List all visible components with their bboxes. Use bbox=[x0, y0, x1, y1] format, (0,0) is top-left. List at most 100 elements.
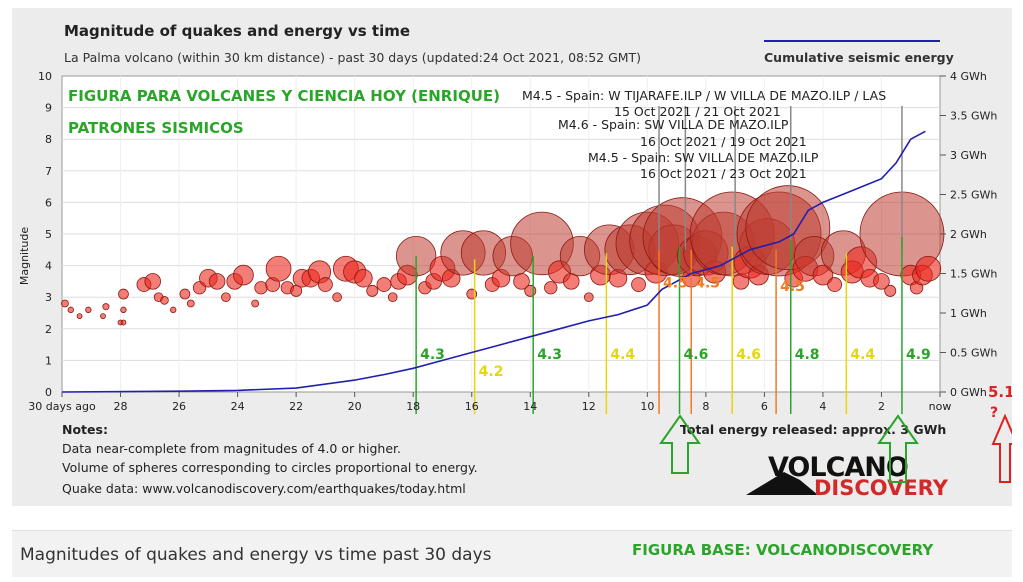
pattern-label: 4.2 bbox=[479, 364, 504, 380]
y2-tick-label: 3 GWh bbox=[950, 149, 987, 162]
volcano-logo-icon bbox=[746, 472, 818, 495]
quake-bubble bbox=[513, 273, 530, 290]
pattern-label: 4.6 bbox=[736, 347, 761, 363]
y-axis-ticks: 0 1 2 3 4 5 6 7 8 9 10 bbox=[38, 70, 52, 399]
y-tick-label: 7 bbox=[45, 165, 52, 178]
quake-bubble bbox=[61, 299, 69, 308]
note-line-1: Data near-complete from magnitudes of 4.… bbox=[62, 441, 401, 456]
pattern-label: 4.8 bbox=[795, 347, 820, 363]
quake-bubble bbox=[67, 306, 74, 314]
pattern-label: 4.3 bbox=[537, 347, 562, 363]
pattern-label: 4.5 bbox=[695, 276, 720, 292]
x-tick-label: 24 bbox=[231, 400, 245, 413]
quake-bubble bbox=[208, 273, 226, 290]
legend-label: Cumulative seismic energy bbox=[764, 50, 954, 65]
quake-bubble bbox=[873, 273, 890, 290]
y2-tick-label: 2.5 GWh bbox=[950, 189, 997, 202]
green-arrow-2 bbox=[877, 414, 919, 483]
pattern-label: 4.4 bbox=[610, 347, 635, 363]
y-axis-label: Magnitude bbox=[18, 227, 31, 286]
pattern-lines bbox=[415, 237, 903, 414]
y-tick-label: 9 bbox=[45, 102, 52, 115]
y-tick-label: 0 bbox=[45, 386, 52, 399]
quake-bubble bbox=[118, 288, 129, 300]
x-tick-label: 22 bbox=[289, 400, 303, 413]
total-energy-label: Total energy released: approx. 3 GWh bbox=[680, 422, 946, 437]
y2-tick-label: 1 GWh bbox=[950, 307, 987, 320]
pattern-label: 4.5 bbox=[663, 276, 688, 292]
y-tick-label: 2 bbox=[45, 323, 52, 336]
quake-bubble bbox=[186, 299, 195, 308]
note-line-3: Quake data: www.volcanodiscovery.com/ear… bbox=[62, 481, 466, 496]
x-tick-label: 16 bbox=[465, 400, 479, 413]
overlay-title: FIGURA PARA VOLCANES Y CIENCIA HOY (ENRI… bbox=[68, 87, 500, 105]
x-tick-label: 18 bbox=[406, 400, 420, 413]
x-tick-label: 4 bbox=[819, 400, 826, 413]
volcanodiscovery-logo: VOLCANO DISCOVERY bbox=[746, 452, 949, 500]
chart-subtitle: La Palma volcano (within 30 km distance)… bbox=[64, 50, 641, 65]
annotation-2-text: M4.6 - Spain: SW VILLA DE MAZO.ILP bbox=[558, 117, 789, 132]
quake-bubble bbox=[170, 306, 177, 314]
x-tick-label: 28 bbox=[114, 400, 128, 413]
overlay-subtitle: PATRONES SISMICOS bbox=[68, 119, 244, 137]
forecast-arrow: 5.1 ? bbox=[988, 383, 1012, 483]
note-line-2: Volume of spheres corresponding to circl… bbox=[62, 460, 478, 475]
y2-axis-ticks: 0 GWh 0.5 GWh 1 GWh 1.5 GWh 2 GWh 2.5 GWh 3 GW… bbox=[940, 70, 997, 399]
quake-bubble bbox=[76, 313, 83, 320]
y2-tick-label: 0.5 GWh bbox=[950, 347, 997, 360]
quake-bubble bbox=[827, 277, 843, 292]
forecast-label: 5.1 bbox=[988, 383, 1012, 401]
quake-bubble bbox=[583, 292, 594, 303]
caption-credit: FIGURA BASE: VOLCANODISCOVERY bbox=[632, 541, 934, 559]
quake-bubble bbox=[100, 313, 106, 320]
quake-bubble bbox=[102, 303, 110, 311]
y-tick-label: 4 bbox=[45, 260, 52, 273]
energy-series-line bbox=[61, 130, 926, 393]
x-tick-label: 26 bbox=[172, 400, 186, 413]
quake-bubble bbox=[144, 273, 161, 290]
caption-text: Magnitudes of quakes and energy vs time … bbox=[20, 545, 492, 565]
y-tick-label: 10 bbox=[38, 70, 52, 83]
quake-bubble bbox=[120, 306, 127, 314]
y-tick-label: 5 bbox=[45, 228, 52, 241]
green-arrow-1 bbox=[659, 414, 701, 474]
y-tick-label: 3 bbox=[45, 291, 52, 304]
quake-bubble bbox=[631, 277, 646, 292]
quake-bubble bbox=[233, 264, 254, 286]
quake-bubble bbox=[387, 292, 398, 303]
chart-title: Magnitude of quakes and energy vs time bbox=[64, 22, 410, 40]
quake-bubble bbox=[376, 277, 392, 292]
x-axis-ticks: 30 days ago 28 26 24 22 20 18 16 14 12 10 8 6 4 2 now bbox=[28, 392, 951, 413]
quake-bubble bbox=[254, 281, 268, 295]
x-tick-label: 12 bbox=[582, 400, 596, 413]
up-arrow-icon bbox=[991, 413, 1012, 483]
logo-top-text: VOLCANO bbox=[768, 452, 908, 483]
quake-bubble bbox=[332, 292, 342, 303]
up-arrow-icon bbox=[877, 414, 919, 483]
y-tick-label: 8 bbox=[45, 133, 52, 146]
pattern-label: 4.3 bbox=[420, 347, 445, 363]
up-arrow-icon bbox=[659, 414, 701, 474]
caption-bar: Magnitudes of quakes and energy vs time … bbox=[12, 530, 1012, 577]
pattern-label: 4.6 bbox=[684, 347, 709, 363]
quake-bubble bbox=[317, 277, 333, 292]
quake-bubble bbox=[812, 264, 834, 286]
quake-bubble bbox=[915, 255, 942, 282]
quake-bubble bbox=[265, 255, 292, 282]
quake-bubble bbox=[160, 296, 169, 305]
pattern-label: 4.5 bbox=[780, 279, 805, 295]
pattern-label: 4.4 bbox=[850, 347, 875, 363]
quake-bubble bbox=[544, 281, 558, 295]
x-tick-label: 30 days ago bbox=[28, 400, 96, 413]
quake-bubble bbox=[221, 292, 231, 303]
y2-tick-label: 4 GWh bbox=[950, 70, 987, 83]
x-tick-label: 10 bbox=[640, 400, 654, 413]
y-tick-label: 1 bbox=[45, 354, 52, 367]
x-tick-label: 6 bbox=[761, 400, 768, 413]
x-tick-label: 14 bbox=[523, 400, 537, 413]
quake-bubble bbox=[354, 269, 373, 288]
notes-title: Notes: bbox=[62, 422, 108, 437]
x-tick-label: 8 bbox=[702, 400, 709, 413]
y2-tick-label: 2 GWh bbox=[950, 228, 987, 241]
